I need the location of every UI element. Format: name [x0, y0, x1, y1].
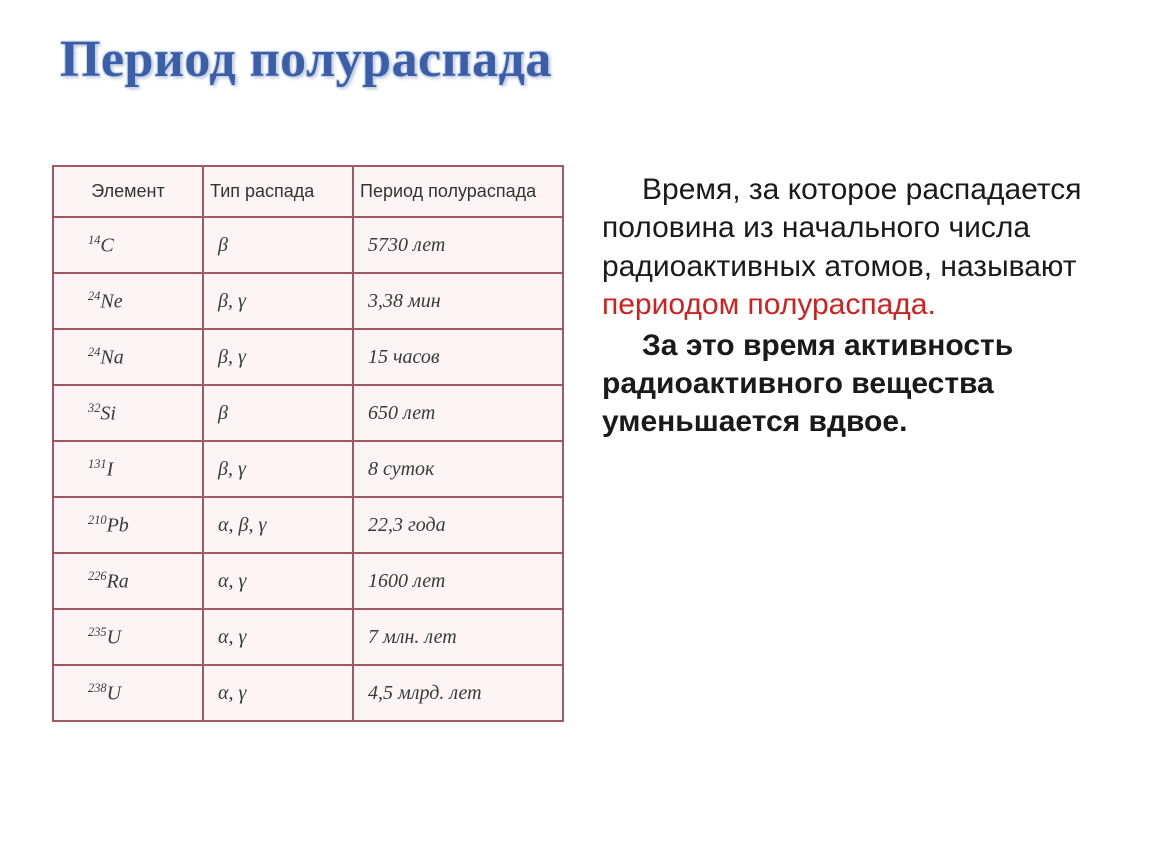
halflife-table-wrap: Элемент Тип распада Период полураспада 1… [52, 165, 564, 722]
table-row: 226Raα, γ1600 лет [53, 553, 563, 609]
halflife-table: Элемент Тип распада Период полураспада 1… [52, 165, 564, 722]
col-header-decay: Тип распада [203, 166, 353, 217]
table-row: 32Siβ650 лет [53, 385, 563, 441]
page-title: Период полураспада [60, 30, 552, 89]
cell-decay: β [203, 217, 353, 273]
cell-period: 1600 лет [353, 553, 563, 609]
cell-period: 3,38 мин [353, 273, 563, 329]
table-row: 210Pbα, β, γ22,3 года [53, 497, 563, 553]
def-highlight: периодом полураспада. [602, 288, 936, 321]
table-row: 14Cβ5730 лет [53, 217, 563, 273]
table-row: 238Uα, γ4,5 млрд. лет [53, 665, 563, 721]
cell-period: 5730 лет [353, 217, 563, 273]
cell-element: 14C [53, 217, 203, 273]
cell-period: 8 суток [353, 441, 563, 497]
cell-period: 22,3 года [353, 497, 563, 553]
definition-p1: Время, за которое распадается половина и… [602, 171, 1110, 325]
cell-decay: α, β, γ [203, 497, 353, 553]
content-area: Элемент Тип распада Период полураспада 1… [52, 165, 1110, 722]
cell-element: 235U [53, 609, 203, 665]
cell-decay: β, γ [203, 273, 353, 329]
cell-element: 32Si [53, 385, 203, 441]
definition-p2: За это время активность радиоактивного в… [602, 327, 1110, 442]
cell-decay: α, γ [203, 553, 353, 609]
cell-element: 24Ne [53, 273, 203, 329]
cell-decay: β [203, 385, 353, 441]
table-row: 24Neβ, γ3,38 мин [53, 273, 563, 329]
cell-decay: α, γ [203, 609, 353, 665]
cell-decay: α, γ [203, 665, 353, 721]
cell-period: 650 лет [353, 385, 563, 441]
cell-element: 238U [53, 665, 203, 721]
cell-element: 226Ra [53, 553, 203, 609]
col-header-period: Период полураспада [353, 166, 563, 217]
cell-element: 210Pb [53, 497, 203, 553]
definition-text: Время, за которое распадается половина и… [602, 165, 1110, 722]
cell-element: 24Na [53, 329, 203, 385]
col-header-element: Элемент [53, 166, 203, 217]
cell-decay: β, γ [203, 441, 353, 497]
cell-decay: β, γ [203, 329, 353, 385]
cell-element: 131I [53, 441, 203, 497]
table-row: 24Naβ, γ15 часов [53, 329, 563, 385]
table-row: 235Uα, γ7 млн. лет [53, 609, 563, 665]
def-p1a: Время, за которое распадается половина и… [602, 173, 1081, 283]
def-p2a: За это время активность радиоактивного в… [602, 329, 1013, 439]
cell-period: 15 часов [353, 329, 563, 385]
table-header-row: Элемент Тип распада Период полураспада [53, 166, 563, 217]
cell-period: 4,5 млрд. лет [353, 665, 563, 721]
table-row: 131Iβ, γ8 суток [53, 441, 563, 497]
cell-period: 7 млн. лет [353, 609, 563, 665]
